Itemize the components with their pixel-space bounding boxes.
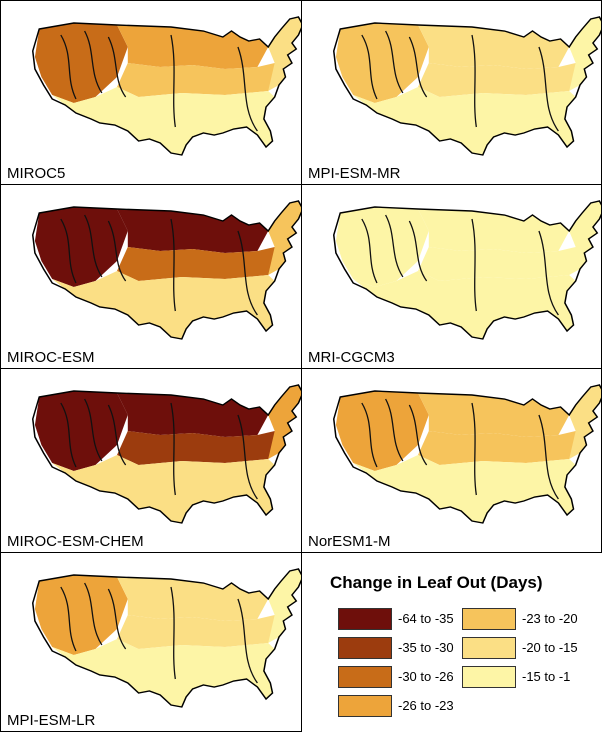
legend-swatch — [338, 695, 392, 717]
model-label: MIROC-ESM-CHEM — [7, 533, 144, 550]
map-panel-mri-cgcm3: MRI-CGCM3 — [301, 184, 602, 369]
model-label: MIROC-ESM — [7, 349, 95, 366]
legend: Change in Leaf Out (Days) -64 to -35 -35… — [302, 555, 602, 730]
us-map — [332, 200, 601, 340]
map-panel-mpi-esm-mr: MPI-ESM-MR — [301, 0, 602, 185]
legend-swatch — [338, 637, 392, 659]
us-map — [31, 568, 301, 708]
legend-title: Change in Leaf Out (Days) — [330, 573, 543, 592]
legend-label: -15 to -1 — [522, 669, 571, 684]
legend-swatch — [462, 666, 516, 688]
us-map — [31, 16, 301, 156]
legend-label: -35 to -30 — [398, 640, 454, 655]
legend-swatch — [462, 608, 516, 630]
us-map — [332, 384, 601, 524]
map-panel-miroc-esm-chem: MIROC-ESM-CHEM — [0, 368, 302, 553]
model-label: MRI-CGCM3 — [308, 349, 395, 366]
legend-swatch — [338, 666, 392, 688]
legend-label: -26 to -23 — [398, 698, 454, 713]
legend-label: -20 to -15 — [522, 640, 578, 655]
model-label: MIROC5 — [7, 165, 66, 182]
map-panel-miroc-esm: MIROC-ESM — [0, 184, 302, 369]
map-panel-mpi-esm-lr: MPI-ESM-LR — [0, 552, 302, 732]
legend-swatch — [338, 608, 392, 630]
us-map — [31, 200, 301, 340]
legend-swatch — [462, 637, 516, 659]
legend-label: -64 to -35 — [398, 611, 454, 626]
model-label: MPI-ESM-LR — [7, 712, 96, 729]
map-panel-noresm1-m: NorESM1-M — [301, 368, 602, 553]
us-map — [332, 16, 601, 156]
legend-label: -30 to -26 — [398, 669, 454, 684]
us-map — [31, 384, 301, 524]
map-panel-miroc5: MIROC5 — [0, 0, 302, 185]
model-label: MPI-ESM-MR — [308, 165, 401, 182]
model-label: NorESM1-M — [308, 533, 391, 550]
legend-label: -23 to -20 — [522, 611, 578, 626]
